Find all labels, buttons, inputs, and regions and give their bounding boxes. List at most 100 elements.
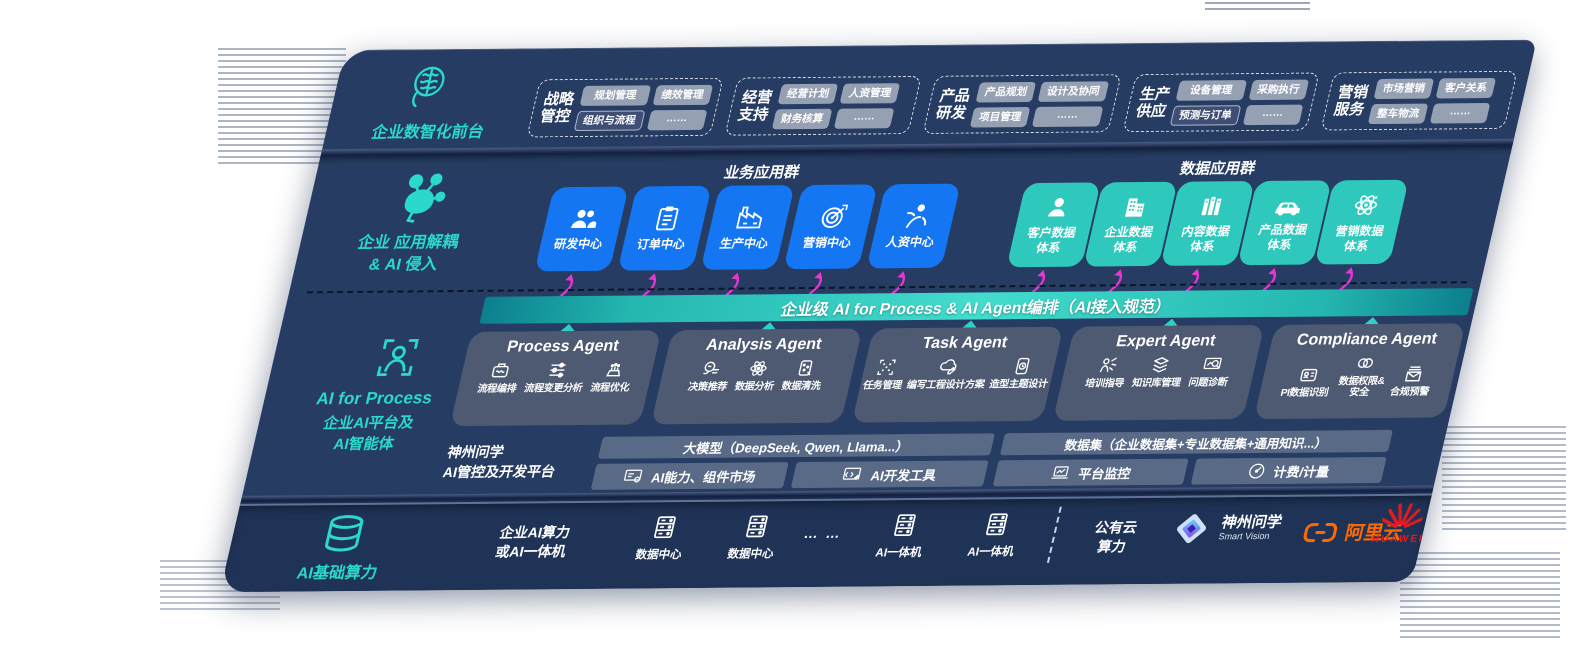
dataset-bar: 数据集（企业数据集+专业数据集+通用知识...） [999, 429, 1393, 456]
agent-title: Compliance Agent [1295, 330, 1439, 349]
ellipsis: … … [802, 524, 845, 542]
stripe-decoration-right [1442, 426, 1566, 532]
model-bar: 大模型（DeepSeek, Qwen, Llama...） [597, 433, 995, 459]
target-icon [816, 203, 850, 231]
user-icon [1041, 195, 1073, 221]
data-box-label: 内容数据 体系 [1180, 224, 1232, 254]
tag: 设计及协同 [1037, 80, 1109, 102]
gauge-icon [1246, 462, 1268, 480]
tag: 采购执行 [1248, 79, 1309, 100]
ai-tools-bar: AI开发工具 [790, 460, 989, 489]
agent-item-label: 造型主题设计 [988, 378, 1049, 391]
smartvision-logo: 神州问学 Smart Vision [1166, 507, 1286, 550]
group-title: 生产 供应 [1134, 85, 1173, 121]
huawei-petals-icon [1379, 502, 1426, 532]
database-icon [316, 513, 372, 555]
center-box-rd: 研发中心 [534, 186, 629, 272]
data-box-enterprise: 企业数据 体系 [1083, 181, 1178, 267]
agent-box-analysis: Analysis Agent 决策推荐 数据分析 数据清洗 [650, 328, 863, 425]
agent-box-compliance: Compliance Agent PI数据识别 数据权限& 安全 合规预警 [1253, 323, 1466, 420]
server-icon [741, 513, 773, 539]
stripe-decoration-top [1205, 2, 1310, 14]
node-label: 数据中心 [634, 549, 683, 562]
agent-item-label: 数据分析 [733, 381, 775, 393]
domain-group-marketing: 营销 服务 市场营销 客户关系 整车物流 …… [1320, 70, 1518, 131]
agent-title: Expert Agent [1114, 332, 1218, 351]
agent-item-label: 流程变更分析 [522, 382, 584, 395]
laptop-chart-icon [1049, 465, 1073, 481]
agent-title: Process Agent [505, 337, 621, 356]
center-box-label: 营销中心 [801, 235, 853, 251]
tag: 规划管理 [579, 84, 651, 106]
tag: 预测与订单 [1169, 104, 1242, 126]
compute-label: 企业AI算力 或AI一体机 [493, 524, 572, 560]
agent-item-label: 数据权限& 安全 [1337, 375, 1386, 399]
stripe-decoration-bottom-right [1400, 552, 1560, 642]
data-box-label: 产品数据 体系 [1257, 222, 1309, 252]
group-title: 战略 管控 [538, 90, 577, 126]
agent-box-process: Process Agent 流程编排 流程变更分析 流程优化 [449, 330, 662, 427]
data-box-customer: 客户数据 体系 [1006, 182, 1101, 268]
tag: …… [1429, 102, 1491, 124]
layer3-side-label-2: 企业AI平台及 AI智能体 [321, 414, 416, 454]
tag: 整车物流 [1367, 103, 1429, 124]
layer3-side-label-1: AI for Process [314, 388, 435, 409]
center-box-label: 研发中心 [552, 237, 604, 252]
data-app-group-header: 数据应用群 [1178, 160, 1258, 178]
huawei-name: HUAWEI [1370, 533, 1425, 546]
tag: 设备管理 [1175, 79, 1247, 101]
group-title: 营销 服务 [1332, 83, 1371, 119]
task-grid-icon [874, 357, 899, 377]
tag: 人资管理 [839, 82, 901, 104]
node-label: 数据中心 [726, 548, 775, 561]
data-box-label: 客户数据 体系 [1026, 225, 1078, 255]
bottom-side-label: AI基础算力 [294, 564, 379, 583]
workflow-icon [489, 361, 514, 381]
ai-orchestration-banner: 企业级 AI for Process & AI Agent编排（AI接入规范） [479, 288, 1474, 324]
smartvision-name: 神州问学 [1219, 513, 1284, 532]
agent-box-expert: Expert Agent 培训指导 知识库管理 问题诊断 [1052, 324, 1265, 421]
layer1-side-label: 企业数智化前台 [369, 123, 486, 142]
agent-box-task: Task Agent 任务管理 编写工程设计方案 造型主题设计 [851, 326, 1064, 423]
agent-item-label: 培训指导 [1083, 378, 1126, 390]
data-box-content: 内容数据 体系 [1160, 181, 1255, 266]
architecture-board: 企业数智化前台 战略 管控 规划管理 绩效管理 组织与流程 …… 经营 支持 经… [219, 39, 1537, 593]
atom-icon [1348, 191, 1382, 219]
data-box-product: 产品数据 体系 [1237, 180, 1332, 266]
ai-market-label: AI能力、组件市场 [649, 468, 758, 485]
data-clean-icon [793, 358, 818, 378]
domain-group-supply: 生产 供应 设备管理 采购执行 预测与订单 …… [1122, 72, 1320, 133]
id-card-icon [1296, 364, 1321, 384]
factory-icon [732, 204, 768, 232]
molecule-icon [390, 172, 455, 229]
center-box-label: 订单中心 [635, 237, 687, 252]
tag: 客户关系 [1435, 77, 1497, 98]
team-icon [566, 206, 602, 232]
agent-item-label: 合规预警 [1388, 386, 1431, 398]
agent-item-label: PI数据识别 [1279, 387, 1330, 399]
group-title: 经营 支持 [736, 89, 775, 124]
tag: …… [646, 109, 708, 130]
tag: 产品规划 [975, 81, 1037, 102]
center-box-order: 订单中心 [617, 185, 712, 271]
clipboard-icon [650, 204, 684, 232]
cloud-pen-icon [937, 357, 962, 377]
biz-app-group-header: 业务应用群 [722, 164, 802, 182]
permission-rings-icon [1354, 353, 1379, 373]
alert-mail-icon [1401, 364, 1426, 384]
layer2-side-label: 企业 应用解耦 & AI 侵入 [356, 233, 461, 274]
person-focus-icon [368, 334, 427, 381]
optimize-icon [602, 360, 627, 380]
agent-item-label: 决策推荐 [686, 381, 729, 394]
tag: 经营计划 [777, 83, 839, 104]
server-icon [889, 512, 921, 538]
analysis-atom-icon [746, 358, 771, 378]
screen-pen-icon [841, 466, 865, 482]
data-box-label: 企业数据 体系 [1103, 225, 1155, 254]
agent-item-label: 流程编排 [476, 383, 518, 395]
decision-icon [699, 359, 724, 379]
agent-title: Analysis Agent [704, 335, 824, 354]
agent-item-label: 问题诊断 [1187, 377, 1229, 389]
building-icon [1118, 194, 1150, 220]
